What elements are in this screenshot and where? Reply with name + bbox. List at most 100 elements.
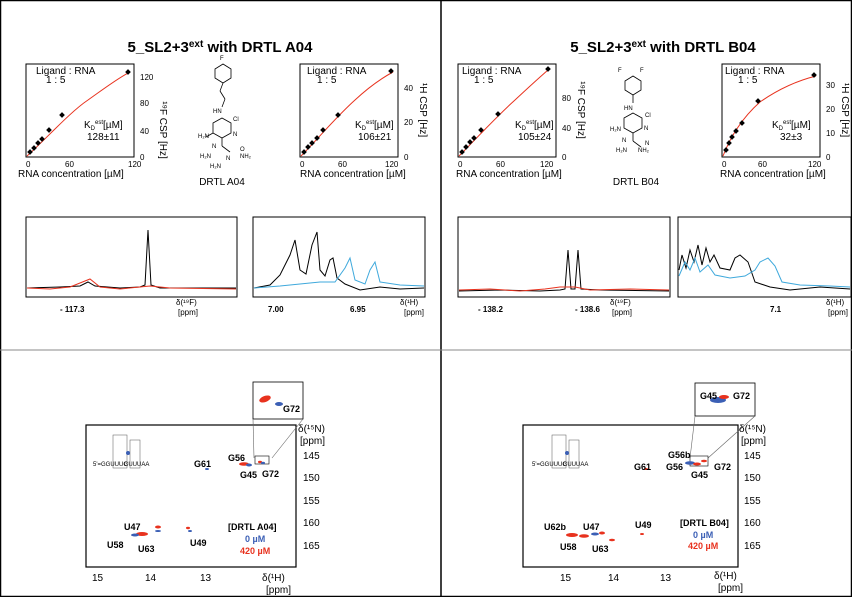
left-hsqc: G72 5'=GGUUUG CUUUAA G56 G61 G45 G72 U47… — [85, 381, 325, 596]
svg-text:G61: G61 — [194, 459, 211, 469]
svg-text:Ligand : RNA: Ligand : RNA — [725, 66, 785, 77]
svg-text:N: N — [212, 144, 216, 150]
svg-text:H₂N: H₂N — [210, 164, 221, 170]
svg-text:¹H CSP [Hz]: ¹H CSP [Hz] — [839, 83, 850, 137]
svg-text:RNA concentration [µM]: RNA concentration [µM] — [720, 169, 826, 180]
svg-text:128±11: 128±11 — [87, 132, 120, 143]
svg-text:[ppm]: [ppm] — [718, 583, 743, 594]
svg-text:7.00: 7.00 — [268, 305, 284, 314]
svg-text:32±3: 32±3 — [780, 132, 803, 143]
svg-text:G56: G56 — [666, 462, 683, 472]
svg-text:HN: HN — [213, 109, 222, 115]
svg-text:[ppm]: [ppm] — [266, 585, 291, 596]
svg-text:[ppm]: [ppm] — [741, 436, 766, 447]
svg-text:Cl: Cl — [645, 113, 651, 119]
svg-text:G45: G45 — [240, 470, 257, 480]
svg-text:F: F — [618, 68, 622, 74]
svg-text:F: F — [640, 68, 644, 74]
svg-text:0 µM: 0 µM — [245, 534, 265, 544]
svg-text:U49: U49 — [635, 520, 652, 530]
svg-text:U62b: U62b — [544, 522, 567, 532]
svg-text:40: 40 — [562, 124, 571, 133]
svg-text:U58: U58 — [560, 542, 577, 552]
svg-text:G45: G45 — [700, 391, 717, 401]
svg-text:U63: U63 — [592, 544, 609, 554]
svg-text:0: 0 — [300, 160, 305, 169]
svg-text:G72: G72 — [283, 404, 300, 414]
svg-text:165: 165 — [303, 541, 320, 552]
svg-text:1 : 5: 1 : 5 — [46, 75, 66, 86]
left-f-titration: Ligand : RNA 1 : 5 KDest[µM] 128±11 0 60… — [18, 63, 168, 180]
svg-text:H₂N: H₂N — [200, 154, 211, 160]
svg-text:420 µM: 420 µM — [688, 541, 718, 551]
svg-text:0: 0 — [826, 153, 831, 162]
left-compound-label: DRTL A04 — [199, 177, 245, 188]
svg-text:120: 120 — [808, 160, 822, 169]
fit-curve — [26, 71, 131, 157]
svg-text:6.95: 6.95 — [350, 305, 366, 314]
svg-text:N: N — [226, 156, 230, 162]
right-rna-schematic: 5'=GGUUUG CUUUAA — [532, 434, 588, 469]
svg-text:160: 160 — [744, 518, 761, 529]
right-molecule — [623, 75, 643, 148]
svg-text:NH₂: NH₂ — [638, 148, 650, 154]
svg-text:δ(¹H): δ(¹H) — [262, 573, 285, 584]
svg-text:80: 80 — [140, 99, 149, 108]
svg-text:[DRTL B04]: [DRTL B04] — [680, 518, 729, 528]
svg-text:145: 145 — [744, 451, 761, 462]
svg-text:KDest[µM]: KDest[µM] — [84, 120, 123, 132]
svg-text:O: O — [240, 147, 245, 153]
svg-text:G45: G45 — [691, 470, 708, 480]
svg-text:F: F — [220, 56, 224, 62]
left-h-spectrum: 7.00 6.95 δ(¹H) [ppm] — [252, 216, 426, 317]
svg-text:[ppm]: [ppm] — [178, 308, 198, 317]
svg-text:0: 0 — [26, 160, 31, 169]
svg-text:Ligand : RNA: Ligand : RNA — [307, 66, 367, 77]
left-rna-schematic: 5'=GGUUUG CUUUAA — [93, 434, 149, 469]
svg-text:105±24: 105±24 — [518, 132, 552, 143]
svg-text:60: 60 — [496, 160, 505, 169]
left-molecule-labels: F HN Cl N H₂N N O N H₂N NH₂ H₂N — [198, 56, 252, 170]
svg-text:N: N — [644, 126, 648, 132]
svg-text:150: 150 — [303, 473, 320, 484]
svg-text:G72: G72 — [733, 391, 750, 401]
svg-text:0: 0 — [404, 153, 409, 162]
svg-text:155: 155 — [303, 496, 320, 507]
svg-text:155: 155 — [744, 496, 761, 507]
right-molecule-labels: F F HN Cl N H₂N N N NH₂ H₂N — [610, 68, 651, 154]
svg-text:[ppm]: [ppm] — [612, 308, 632, 317]
svg-text:G56: G56 — [228, 453, 245, 463]
svg-text:[ppm]: [ppm] — [828, 308, 848, 317]
right-h-spectrum: 7.1 δ(¹H) [ppm] — [677, 216, 852, 317]
right-f-spectrum: - 138.2 - 138.6 δ(¹⁹F) [ppm] — [457, 216, 671, 317]
svg-text:15: 15 — [560, 573, 572, 584]
svg-text:15: 15 — [92, 573, 104, 584]
svg-text:U47: U47 — [583, 522, 600, 532]
svg-text:U47: U47 — [124, 522, 141, 532]
left-molecule — [205, 63, 232, 153]
svg-text:RNA concentration [µM]: RNA concentration [µM] — [300, 169, 406, 180]
svg-text:Cl: Cl — [233, 117, 239, 123]
svg-text:0: 0 — [722, 160, 727, 169]
svg-text:40: 40 — [404, 84, 413, 93]
svg-text:- 138.2: - 138.2 — [478, 305, 503, 314]
svg-text:HN: HN — [624, 106, 633, 112]
svg-text:13: 13 — [660, 573, 672, 584]
svg-text:[ppm]: [ppm] — [404, 308, 424, 317]
svg-text:20: 20 — [404, 118, 413, 127]
svg-text:KDest[µM]: KDest[µM] — [772, 120, 811, 132]
svg-text:60: 60 — [65, 160, 74, 169]
svg-text:N: N — [645, 141, 649, 147]
svg-text:60: 60 — [758, 160, 767, 169]
svg-text:0: 0 — [562, 153, 567, 162]
svg-text:- 117.3: - 117.3 — [60, 305, 85, 314]
svg-text:H₂N: H₂N — [616, 148, 627, 154]
right-title: 5_SL2+3ext with DRTL B04 — [570, 39, 756, 56]
svg-text:14: 14 — [608, 573, 620, 584]
svg-text:CUUUAA: CUUUAA — [563, 462, 588, 468]
svg-text:1 : 5: 1 : 5 — [738, 75, 758, 86]
svg-text:CUUUAA: CUUUAA — [124, 462, 149, 468]
svg-text:165: 165 — [744, 541, 761, 552]
svg-text:7.1: 7.1 — [770, 305, 782, 314]
